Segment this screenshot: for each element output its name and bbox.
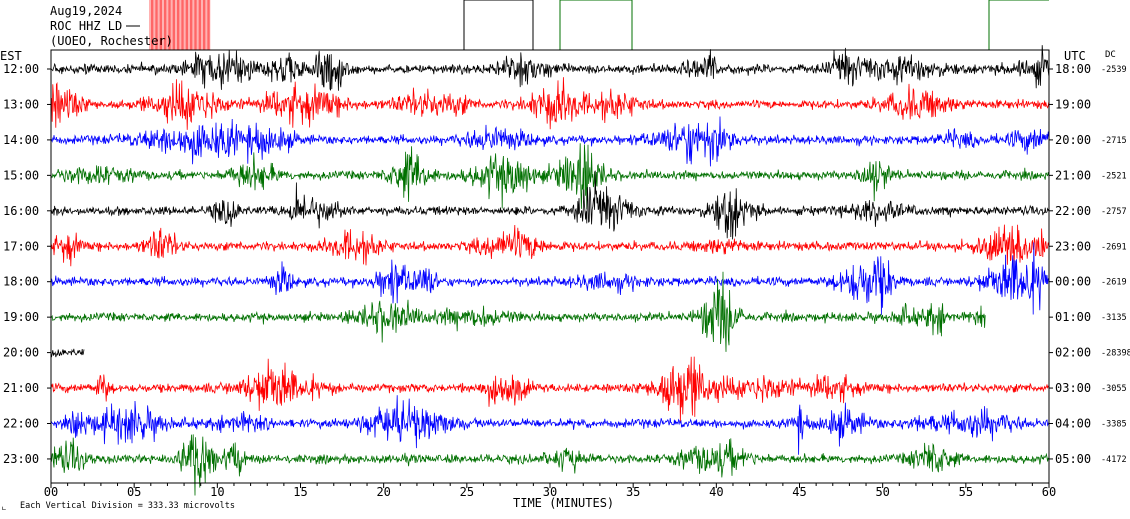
x-tick-label: 10 — [210, 485, 224, 499]
dc-value: -2757 — [1101, 207, 1127, 217]
utc-time-label: 00:00 — [1055, 275, 1091, 289]
trace-row-2100 — [50, 356, 1049, 423]
trace-row-1300 — [50, 77, 1050, 130]
trace-layer — [50, 0, 1050, 496]
x-tick-label: 50 — [875, 485, 889, 499]
trace-row-1400 — [50, 116, 1050, 167]
footnote-scale: Each Vertical Division = 333.33 microvol… — [20, 501, 235, 511]
utc-time-label: 21:00 — [1055, 168, 1091, 182]
utc-time-label: 19:00 — [1055, 97, 1091, 111]
trace-row-1500 — [50, 143, 1050, 210]
utc-time-label: 01:00 — [1055, 310, 1091, 324]
dc-value: -2839868 — [1101, 349, 1130, 359]
footnote-marker: ∟ — [2, 505, 6, 513]
utc-time-label: 03:00 — [1055, 381, 1091, 395]
est-time-label: 16:00 — [3, 204, 39, 218]
trace-row-2000 — [50, 348, 85, 358]
trace-row-2200 — [50, 395, 1050, 455]
label-layer: Aug19,2024 ROC HHZ LD (UOEO, Rochester) … — [0, 4, 1130, 513]
clipped-trace-green — [559, 0, 633, 50]
dc-value: -3135 — [1101, 313, 1127, 323]
est-time-label: 22:00 — [3, 417, 39, 431]
est-time-label: 13:00 — [3, 97, 39, 111]
utc-time-label: 23:00 — [1055, 239, 1091, 253]
utc-time-label: 20:00 — [1055, 133, 1091, 147]
x-tick-label: 00 — [44, 485, 58, 499]
x-tick-label: 35 — [626, 485, 640, 499]
x-tick-label: 60 — [1042, 485, 1056, 499]
dc-value: -3385 — [1101, 420, 1127, 430]
right-axis-label: UTC — [1064, 49, 1086, 63]
dc-value: -2619 — [1101, 278, 1127, 288]
left-axis-label: EST — [0, 49, 22, 63]
dc-value: -2691 — [1101, 242, 1127, 252]
utc-time-label: 04:00 — [1055, 417, 1091, 431]
dc-value: -4172 — [1101, 455, 1127, 465]
dc-value: -3055 — [1101, 384, 1127, 394]
trace-row-1800 — [50, 242, 1049, 316]
trace-row-1700 — [50, 224, 1050, 268]
est-time-label: 21:00 — [3, 381, 39, 395]
x-tick-label: 15 — [293, 485, 307, 499]
clipped-trace-green-right — [988, 0, 1049, 50]
header-date: Aug19,2024 — [50, 4, 122, 18]
est-time-label: 15:00 — [3, 168, 39, 182]
utc-time-label: 18:00 — [1055, 62, 1091, 76]
x-tick-label: 40 — [709, 485, 723, 499]
trace-row-1600 — [50, 170, 1050, 240]
est-time-label: 12:00 — [3, 62, 39, 76]
dc-label: DC — [1105, 50, 1116, 60]
est-time-label: 17:00 — [3, 239, 39, 253]
trace-row-1200 — [50, 45, 1050, 91]
x-tick-label: 20 — [376, 485, 390, 499]
est-time-label: 18:00 — [3, 275, 39, 289]
est-time-label: 20:00 — [3, 346, 39, 360]
x-axis-title: TIME (MINUTES) — [513, 496, 614, 510]
dc-value: -2715 — [1101, 136, 1127, 146]
header-station: ROC HHZ LD — [50, 19, 122, 33]
x-tick-label: 25 — [460, 485, 474, 499]
x-tick-label: 55 — [959, 485, 973, 499]
clipped-trace-black — [463, 0, 534, 50]
trace-row-1900 — [50, 271, 986, 352]
dc-value: -2539 — [1101, 65, 1127, 75]
dc-value: -2521 — [1101, 171, 1127, 181]
est-time-label: 19:00 — [3, 310, 39, 324]
est-time-label: 23:00 — [3, 452, 39, 466]
utc-time-label: 05:00 — [1055, 452, 1091, 466]
utc-time-label: 22:00 — [1055, 204, 1091, 218]
utc-time-label: 02:00 — [1055, 346, 1091, 360]
header-network: (UOEO, Rochester) — [50, 34, 173, 48]
x-tick-label: 30 — [543, 485, 557, 499]
trace-row-2300 — [50, 434, 1049, 496]
x-tick-label: 05 — [127, 485, 141, 499]
est-time-label: 14:00 — [3, 133, 39, 147]
plot-frame — [47, 49, 1053, 488]
clipped-trace — [149, 0, 211, 50]
x-tick-label: 45 — [792, 485, 806, 499]
